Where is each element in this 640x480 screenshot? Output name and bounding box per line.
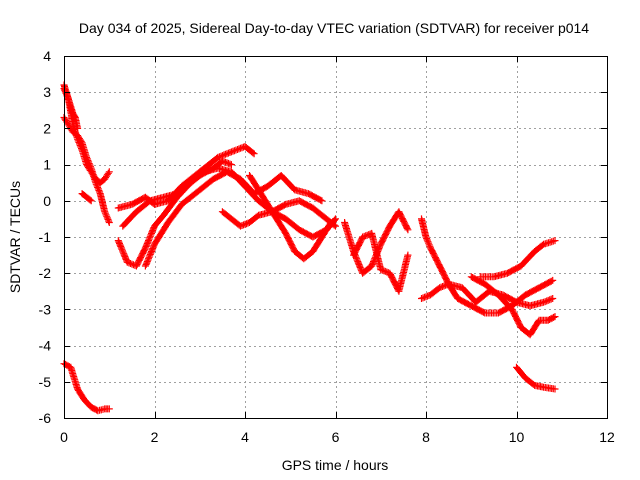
data-point-markers [350,229,412,295]
data-point-markers [513,363,559,393]
y-tick-label: 2 [43,120,51,136]
data-point-markers [60,360,113,415]
x-tick-label: 4 [241,429,249,445]
y-tick-label: -4 [39,338,52,354]
series-arc-16 [467,273,559,339]
series-arc-14 [418,215,557,317]
y-tick-label: -5 [39,374,52,390]
y-tick-label: -6 [39,410,52,426]
x-tick-label: 8 [422,429,430,445]
data-point-markers [467,273,559,339]
y-tick-labels: -6 -5 -4 -3 -2 -1 0 1 2 3 4 [39,48,52,426]
y-tick-label: -2 [39,265,52,281]
chart-title: Day 034 of 2025, Sidereal Day-to-day VTE… [79,20,589,36]
series-arc-13 [350,229,412,295]
x-tick-label: 10 [509,429,525,445]
data-points [60,81,559,415]
data-point-markers [78,190,95,205]
y-tick-label: 3 [43,84,51,100]
series-arc-17 [476,237,559,281]
series-arc-2 [60,114,113,226]
x-tick-label: 6 [332,429,340,445]
series-arc-4 [78,190,95,205]
data-point-markers [246,172,335,263]
series-arc-9 [141,168,326,270]
grid [64,56,607,418]
x-tick-label: 12 [599,429,615,445]
y-axis-title: SDTVAR / TECUs [7,181,23,293]
y-tick-label: 4 [43,48,51,64]
data-point-markers [141,168,326,270]
data-point-markers [418,215,557,317]
series-arc-18 [513,363,559,393]
y-tick-label: 1 [43,157,51,173]
series-arc-11 [246,172,335,263]
x-tick-label: 0 [60,429,68,445]
data-point-markers [60,114,113,226]
series-arc-5 [60,360,113,415]
y-tick-label: 0 [43,193,51,209]
y-tick-label: -3 [39,301,52,317]
x-tick-label: 2 [151,429,159,445]
x-tick-labels: 0 2 4 6 8 10 12 [60,429,615,445]
axis-ticks [64,56,608,419]
y-tick-label: -1 [39,229,52,245]
data-point-markers [476,237,559,281]
x-axis-title: GPS time / hours [282,457,389,473]
